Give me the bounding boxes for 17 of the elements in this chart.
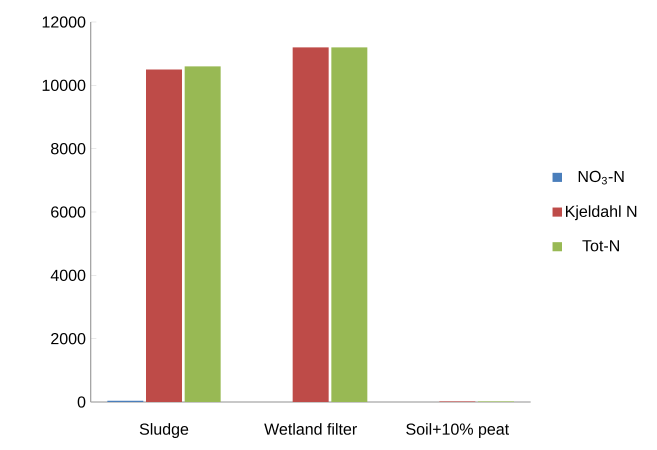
bar bbox=[146, 70, 182, 402]
y-tick-label: 8000 bbox=[51, 143, 86, 154]
y-tick-label: 0 bbox=[78, 396, 86, 408]
y-tick-label: 4000 bbox=[50, 270, 86, 281]
bar bbox=[331, 47, 368, 402]
y-tick-label: 6000 bbox=[51, 206, 86, 218]
legend-label: Tot-N bbox=[582, 240, 619, 252]
legend-label: NO$_{3}$-N bbox=[578, 170, 624, 184]
x-tick-label: Wetland filter bbox=[264, 423, 357, 435]
y-tick-label: 12000 bbox=[42, 16, 86, 28]
bar bbox=[292, 47, 329, 402]
y-tick-label: 10000 bbox=[42, 80, 86, 91]
x-tick-label: Sludge bbox=[140, 423, 188, 438]
y-tick-label: 2000 bbox=[51, 333, 86, 344]
legend-label: Kjeldahl N bbox=[566, 205, 636, 220]
x-tick-label: Soil+10% peat bbox=[406, 423, 509, 438]
bar bbox=[184, 66, 221, 402]
